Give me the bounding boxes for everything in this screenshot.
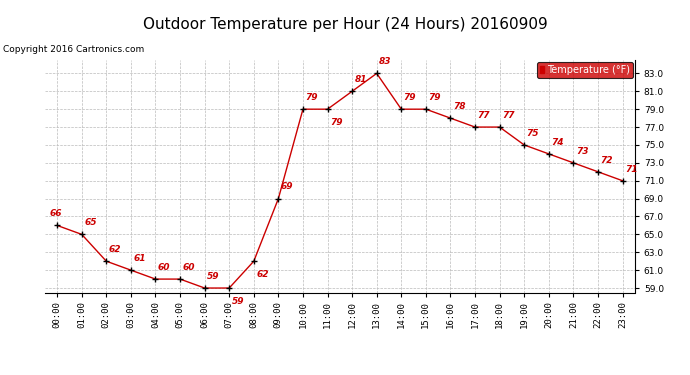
Text: 72: 72	[600, 156, 613, 165]
Text: 65: 65	[84, 218, 97, 227]
Text: 59: 59	[207, 272, 219, 281]
Text: 60: 60	[182, 263, 195, 272]
Text: 60: 60	[158, 263, 170, 272]
Text: 71: 71	[625, 165, 638, 174]
Text: 74: 74	[551, 138, 564, 147]
Text: 81: 81	[355, 75, 367, 84]
Text: 79: 79	[306, 93, 318, 102]
Text: 69: 69	[281, 183, 293, 192]
Text: 79: 79	[330, 118, 342, 127]
Text: 75: 75	[526, 129, 539, 138]
Text: 61: 61	[133, 254, 146, 263]
Text: 83: 83	[380, 57, 392, 66]
Legend: Temperature (°F): Temperature (°F)	[538, 62, 633, 78]
Text: 77: 77	[477, 111, 490, 120]
Text: 77: 77	[502, 111, 515, 120]
Text: Copyright 2016 Cartronics.com: Copyright 2016 Cartronics.com	[3, 45, 145, 54]
Text: 62: 62	[256, 270, 268, 279]
Text: 62: 62	[109, 245, 121, 254]
Text: 79: 79	[404, 93, 416, 102]
Text: 79: 79	[428, 93, 441, 102]
Text: 73: 73	[575, 147, 589, 156]
Text: Outdoor Temperature per Hour (24 Hours) 20160909: Outdoor Temperature per Hour (24 Hours) …	[143, 17, 547, 32]
Text: 59: 59	[232, 297, 244, 306]
Text: 66: 66	[50, 209, 62, 218]
Text: 78: 78	[453, 102, 465, 111]
